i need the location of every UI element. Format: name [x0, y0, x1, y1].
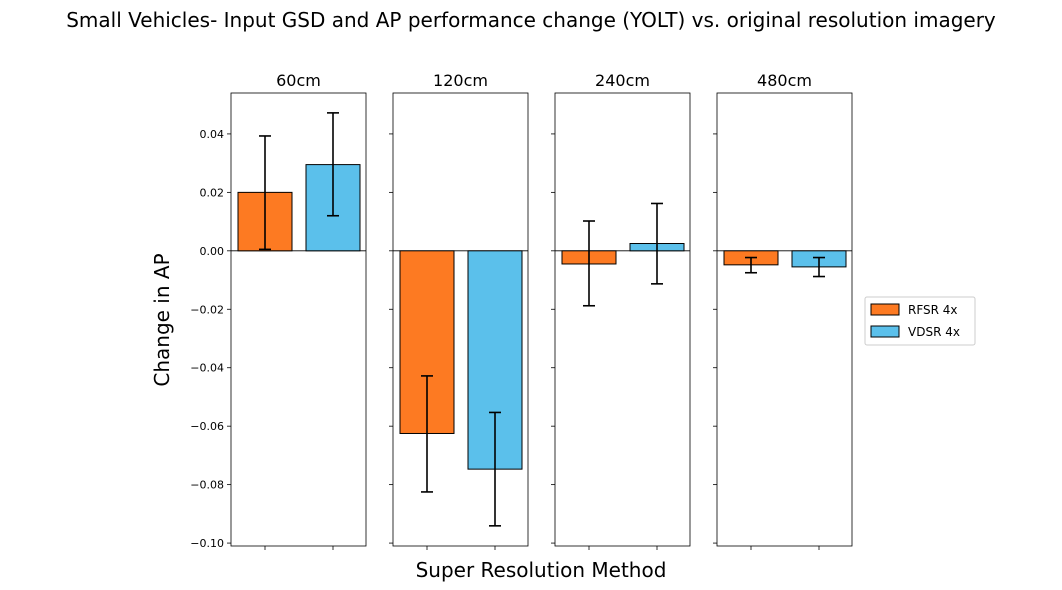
panel-title: 60cm	[276, 71, 321, 90]
legend-swatch	[870, 303, 900, 316]
panel-frame	[716, 92, 853, 547]
chart-title: Small Vehicles- Input GSD and AP perform…	[66, 8, 996, 32]
legend-label: VDSR 4x	[908, 325, 960, 339]
panel-title: 240cm	[595, 71, 650, 90]
y-tick-label: 0.02	[200, 186, 225, 199]
y-tick-label: −0.06	[190, 420, 224, 433]
panels: 60cm 0.04 0.02 0.00 −0.02 −0.04 −0.06 −0.08 −0.1…	[190, 71, 853, 550]
panel-frame	[230, 92, 367, 547]
y-axis-label: Change in AP	[150, 253, 174, 386]
y-tick-label: 0.00	[200, 245, 225, 258]
panel-240cm: 240cm	[551, 71, 691, 550]
panel-title: 480cm	[757, 71, 812, 90]
y-tick-label: −0.04	[190, 362, 224, 375]
legend-swatch	[870, 325, 900, 338]
panel-frame	[392, 92, 529, 547]
legend-label: RFSR 4x	[908, 303, 958, 317]
legend: RFSR 4x VDSR 4x	[864, 296, 976, 346]
panel-480cm: 480cm	[713, 71, 853, 550]
panel-120cm: 120cm	[389, 71, 529, 550]
x-axis-label: Super Resolution Method	[416, 558, 667, 582]
panel-title: 120cm	[433, 71, 488, 90]
y-tick-label: −0.02	[190, 303, 224, 316]
y-tick-label: −0.10	[190, 537, 224, 550]
y-tick-label: 0.04	[200, 128, 225, 141]
panel-frame	[554, 92, 691, 547]
y-tick-label: −0.08	[190, 479, 224, 492]
panel-60cm: 60cm 0.04 0.02 0.00 −0.02 −0.04 −0.06 −0.08 −0.1…	[190, 71, 367, 550]
